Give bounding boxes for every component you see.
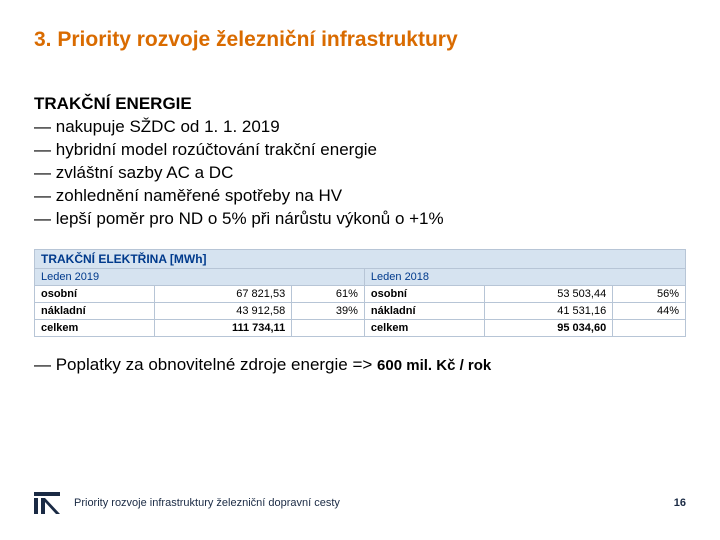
list-item: hybridní model rozúčtování trakční energ… [34,139,686,162]
slide-footer: Priority rozvoje infrastruktury železnič… [34,492,686,514]
table-row-total: celkem 111 734,11 celkem 95 034,60 [35,319,686,336]
slide-title: 3. Priority rozvoje železniční infrastru… [34,28,686,52]
page-number: 16 [674,497,686,509]
table-row: osobní 67 821,53 61% osobní 53 503,44 56… [35,285,686,302]
footnote-text: — Poplatky za obnovitelné zdroje energie… [34,355,377,374]
footnote-highlight: 600 mil. Kč / rok [377,357,491,374]
list-item: nakupuje SŽDC od 1. 1. 2019 [34,116,686,139]
section-subtitle: TRAKČNÍ ENERGIE [34,94,686,114]
table-period-1: Leden 2019 [35,268,365,285]
footnote-line: — Poplatky za obnovitelné zdroje energie… [34,355,686,375]
table-period-2: Leden 2018 [364,268,685,285]
energy-table: TRAKČNÍ ELEKTŘINA [MWh] Leden 2019 Leden… [34,249,686,337]
list-item: lepší poměr pro ND o 5% při nárůstu výko… [34,208,686,231]
logo-icon [34,492,60,514]
footer-caption: Priority rozvoje infrastruktury železnič… [74,497,340,509]
table-title: TRAKČNÍ ELEKTŘINA [MWh] [35,249,686,268]
table-row: nákladní 43 912,58 39% nákladní 41 531,1… [35,302,686,319]
list-item: zvláštní sazby AC a DC [34,162,686,185]
list-item: zohlednění naměřené spotřeby na HV [34,185,686,208]
bullet-list: nakupuje SŽDC od 1. 1. 2019 hybridní mod… [34,116,686,231]
